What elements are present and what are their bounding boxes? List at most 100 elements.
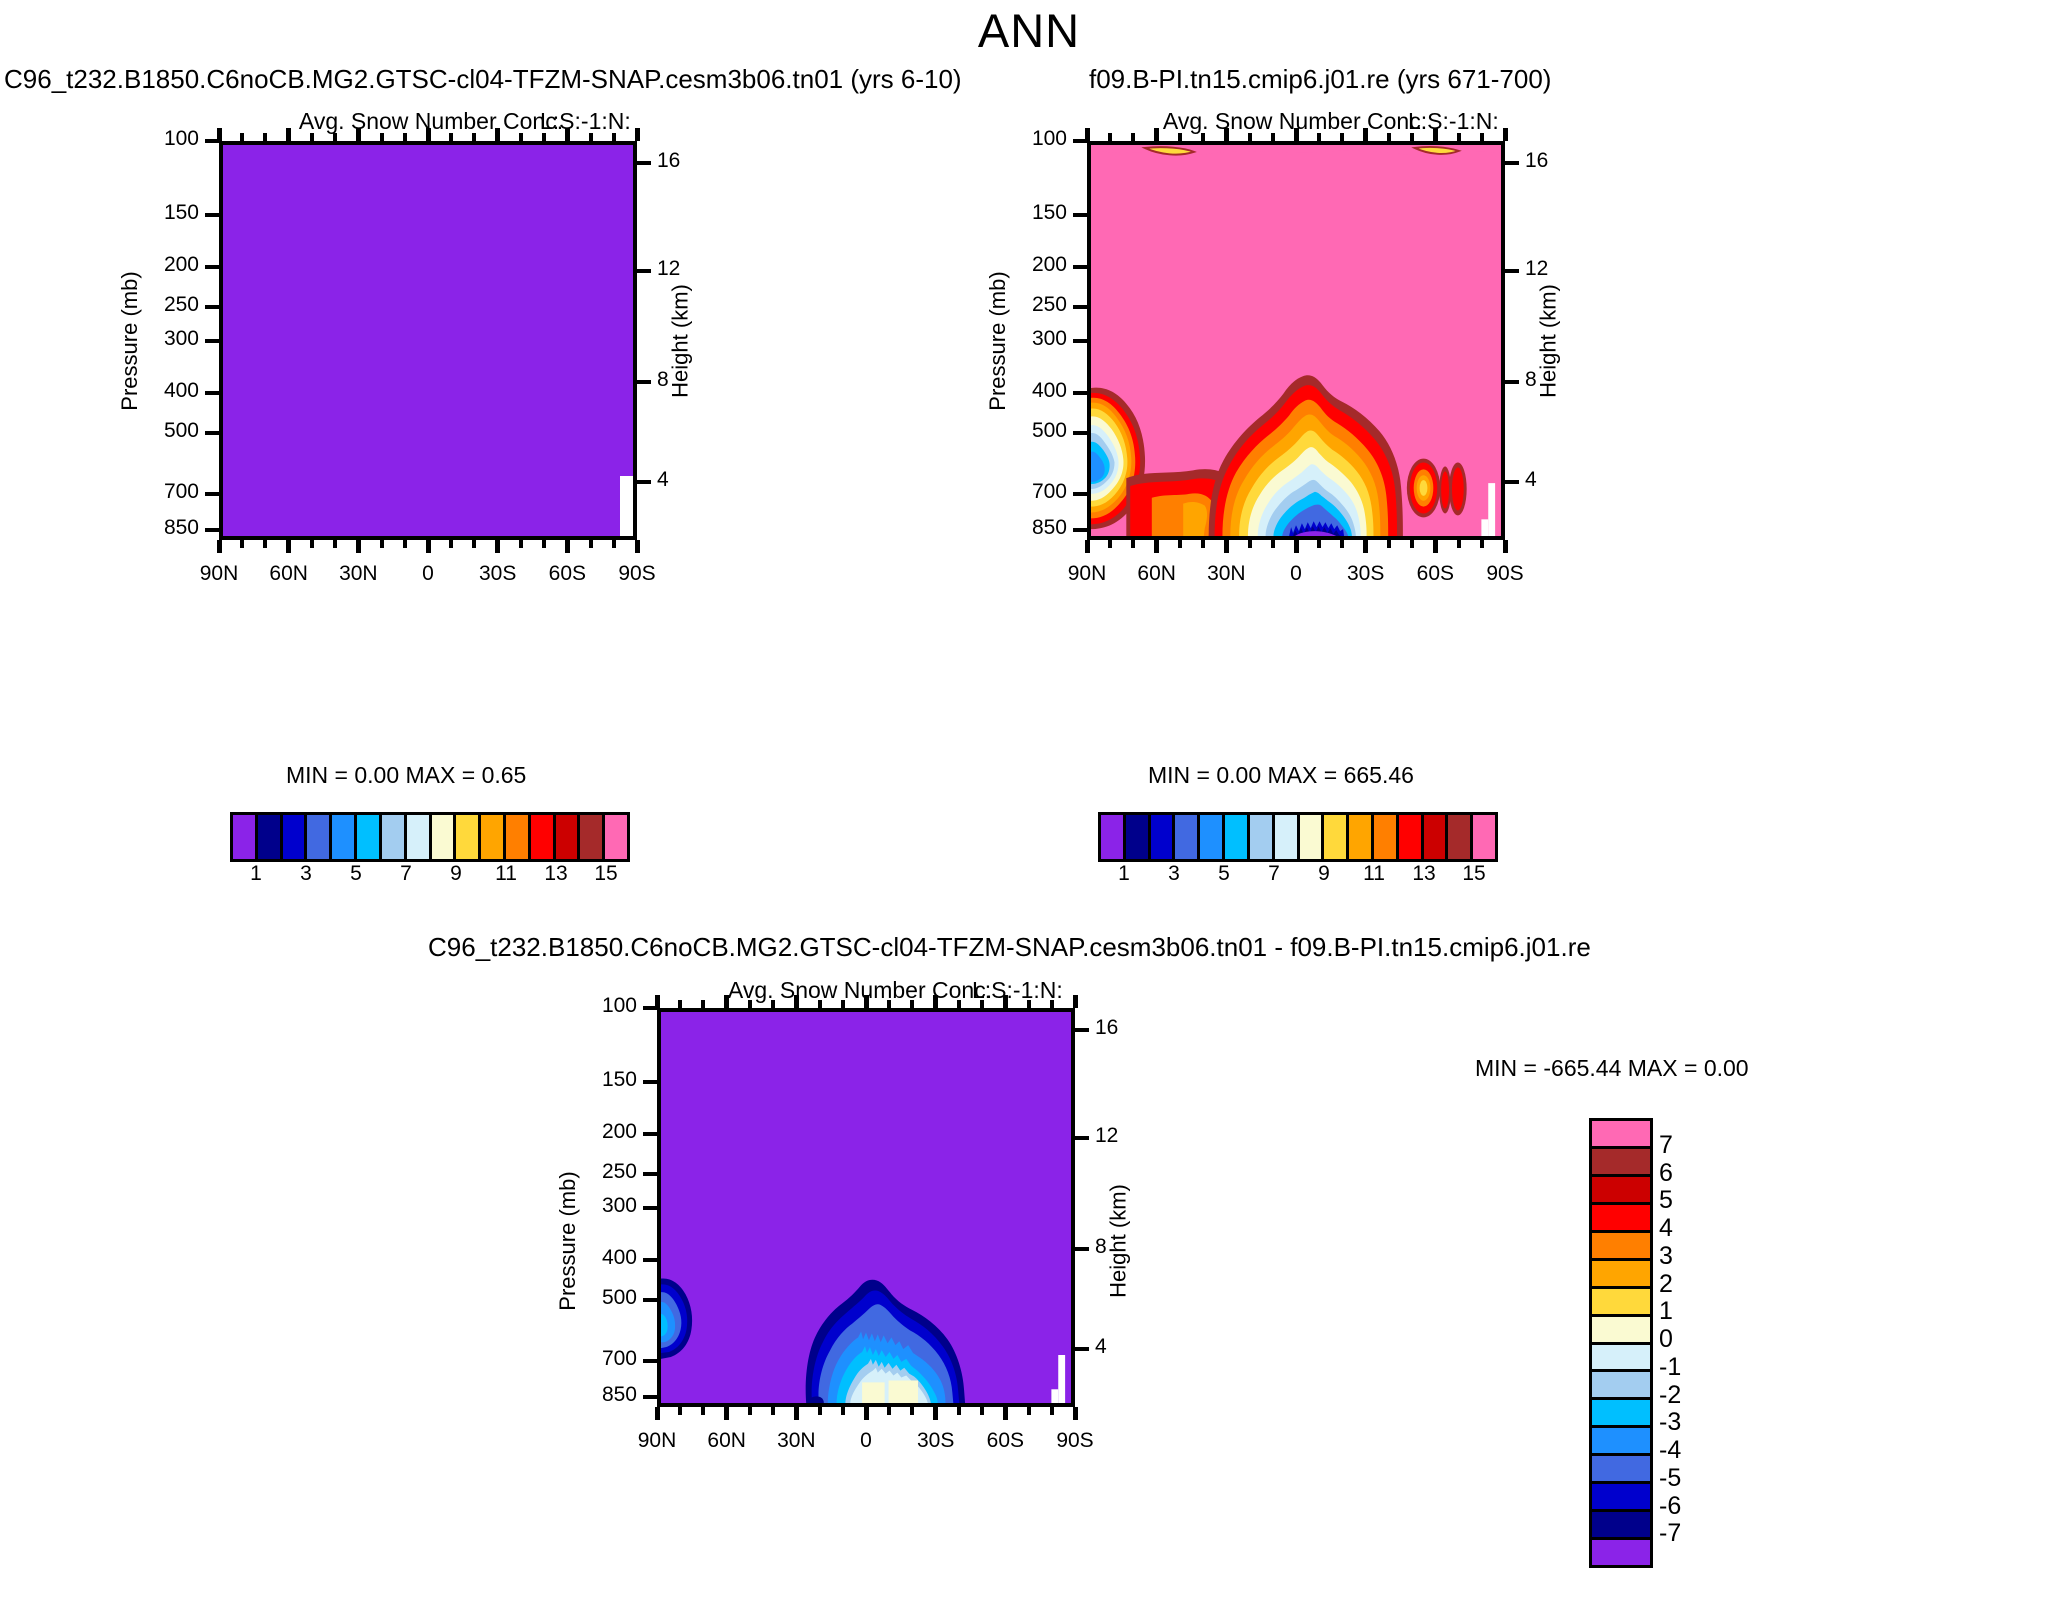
difference-yaxis-right-label: Height (km): [1105, 1184, 1131, 1298]
top-left-panel-title: C96_t232.B1850.C6noCB.MG2.GTSC-cl04-TFZM…: [4, 64, 962, 94]
v-colorbar-cell-9[interactable]: [1592, 1372, 1650, 1401]
v-colorbar-cell-13[interactable]: [1592, 1484, 1650, 1513]
colorbar-cell-3[interactable]: [307, 815, 333, 859]
v-colorbar-tick-label: -6: [1659, 1491, 1682, 1520]
colorbar-cell-14[interactable]: [1448, 815, 1474, 859]
colorbar-cell-5[interactable]: [357, 815, 382, 859]
colorbar-cell-15[interactable]: [605, 815, 627, 859]
top-left-xtick-minor: [518, 540, 523, 548]
v-colorbar-tick-label: -2: [1659, 1380, 1682, 1409]
top-left-xtick-major: [216, 540, 222, 553]
v-colorbar-cell-2[interactable]: [1592, 1176, 1650, 1205]
colorbar-cell-9[interactable]: [456, 815, 482, 859]
colorbar-cell-11[interactable]: [505, 815, 531, 859]
colorbar-cell-12[interactable]: [1398, 815, 1424, 859]
top-right-ytick-label: 150: [1031, 200, 1067, 224]
colorbar-cell-6[interactable]: [1249, 815, 1275, 859]
colorbar-cell-0[interactable]: [233, 815, 258, 859]
difference-colorbar[interactable]: [1589, 1118, 1653, 1568]
v-colorbar-cell-4[interactable]: [1592, 1232, 1650, 1261]
top-right-contour-fill: [1091, 145, 1501, 536]
difference-ytick-right: [1075, 1135, 1089, 1140]
top-right-xtick-label: 90N: [1067, 562, 1107, 585]
colorbar-cell-4[interactable]: [1200, 815, 1226, 859]
colorbar-cell-9[interactable]: [1324, 815, 1350, 859]
top-right-colorbar[interactable]: [1098, 812, 1498, 862]
v-colorbar-tick-label: -1: [1659, 1352, 1682, 1381]
top-right-yaxis-right-label-wrap: Height (km): [1528, 250, 1568, 430]
top-left-xtick-major: [564, 540, 570, 553]
top-left-ytick-right: [637, 160, 651, 165]
difference-xtick-minor: [910, 1407, 915, 1415]
colorbar-cell-4[interactable]: [332, 815, 358, 859]
top-right-ytick: [1073, 139, 1087, 143]
top-right-plot-area[interactable]: [1087, 141, 1505, 540]
colorbar-cell-2[interactable]: [1150, 815, 1176, 859]
colorbar-cell-14[interactable]: [580, 815, 606, 859]
colorbar-cell-7[interactable]: [1274, 815, 1300, 859]
top-right-ytick: [1073, 431, 1087, 436]
v-colorbar-cell-15[interactable]: [1592, 1540, 1650, 1565]
top-left-ytick: [205, 492, 219, 497]
colorbar-cell-15[interactable]: [1473, 815, 1495, 859]
colorbar-tick-label: 9: [1318, 862, 1330, 885]
colorbar-cell-3[interactable]: [1175, 815, 1201, 859]
difference-plot-area[interactable]: [657, 1008, 1075, 1407]
top-right-xtick-major: [1502, 128, 1508, 141]
top-left-ytick: [205, 139, 219, 143]
colorbar-cell-8[interactable]: [431, 815, 457, 859]
v-colorbar-cell-5[interactable]: [1592, 1260, 1650, 1289]
v-colorbar-cell-3[interactable]: [1592, 1204, 1650, 1233]
top-left-ytick: [205, 264, 219, 269]
colorbar-cell-12[interactable]: [530, 815, 556, 859]
colorbar-cell-6[interactable]: [381, 815, 407, 859]
colorbar-cell-8[interactable]: [1299, 815, 1325, 859]
colorbar-cell-7[interactable]: [406, 815, 432, 859]
difference-ytick-right: [1075, 1347, 1089, 1352]
top-right-xtick-minor: [1386, 540, 1391, 548]
top-left-minmax: MIN = 0.00 MAX = 0.65: [286, 762, 527, 788]
colorbar-cell-13[interactable]: [555, 815, 581, 859]
top-left-ytick: [205, 212, 219, 217]
v-colorbar-tick-label: 4: [1659, 1214, 1673, 1242]
difference-xtick-label: 30N: [777, 1429, 816, 1452]
top-left-colorbar-labels: 1 3 5 7 9 11 13 15: [230, 862, 630, 892]
top-right-xtick-major: [1432, 540, 1438, 553]
colorbar-cell-2[interactable]: [282, 815, 308, 859]
difference-ytick-right-label: 12: [1095, 1123, 1119, 1147]
colorbar-cell-10[interactable]: [481, 815, 506, 859]
v-colorbar-cell-10[interactable]: [1592, 1400, 1650, 1429]
top-right-ytick-label: 100: [1031, 127, 1067, 150]
top-left-plot-area[interactable]: [219, 141, 637, 540]
v-colorbar-cell-12[interactable]: [1592, 1456, 1650, 1485]
difference-xtick-label: 60N: [707, 1429, 746, 1452]
v-colorbar-cell-8[interactable]: [1592, 1344, 1650, 1373]
top-right-xtick-label: 90S: [1486, 562, 1524, 585]
v-colorbar-cell-11[interactable]: [1592, 1428, 1650, 1457]
v-colorbar-cell-1[interactable]: [1592, 1148, 1650, 1177]
top-left-missing-region: [620, 476, 633, 536]
top-right-ytick: [1073, 212, 1087, 217]
v-colorbar-cell-6[interactable]: [1592, 1288, 1650, 1317]
top-left-xtick-minor: [263, 540, 268, 548]
colorbar-cell-5[interactable]: [1225, 815, 1250, 859]
difference-xtick-major: [724, 1407, 730, 1420]
top-right-xtick-minor: [1131, 540, 1136, 548]
top-left-xtick-major: [495, 540, 501, 553]
v-colorbar-cell-0[interactable]: [1592, 1121, 1650, 1149]
v-colorbar-cell-14[interactable]: [1592, 1512, 1650, 1541]
colorbar-cell-1[interactable]: [1125, 815, 1151, 859]
colorbar-cell-11[interactable]: [1373, 815, 1399, 859]
colorbar-tick-label: 1: [1118, 862, 1130, 885]
colorbar-cell-0[interactable]: [1101, 815, 1126, 859]
colorbar-cell-1[interactable]: [257, 815, 283, 859]
colorbar-cell-13[interactable]: [1423, 815, 1449, 859]
difference-xtick-minor: [1026, 1407, 1031, 1415]
top-left-xtick-label: 60S: [548, 562, 587, 585]
v-colorbar-cell-7[interactable]: [1592, 1316, 1650, 1345]
top-left-colorbar[interactable]: [230, 812, 630, 862]
v-colorbar-tick-label: 1: [1659, 1297, 1673, 1326]
page-title: ANN: [977, 4, 1081, 57]
colorbar-cell-10[interactable]: [1349, 815, 1374, 859]
top-right-xtick-minor: [1479, 540, 1484, 548]
